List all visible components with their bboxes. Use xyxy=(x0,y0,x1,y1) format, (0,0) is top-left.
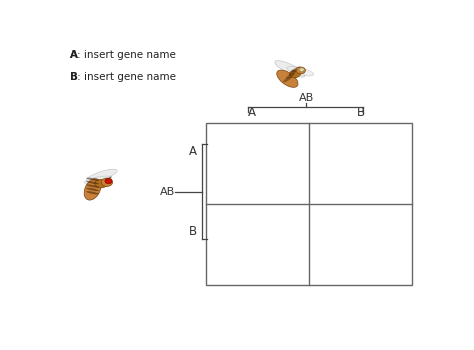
Ellipse shape xyxy=(86,169,117,182)
Text: B: B xyxy=(356,106,365,119)
Ellipse shape xyxy=(86,188,99,191)
Ellipse shape xyxy=(277,70,298,88)
Ellipse shape xyxy=(286,73,295,79)
Ellipse shape xyxy=(84,176,112,184)
Ellipse shape xyxy=(287,66,314,76)
Ellipse shape xyxy=(292,66,301,72)
Ellipse shape xyxy=(86,177,99,181)
Text: B: B xyxy=(70,72,78,82)
Bar xyxy=(206,123,412,285)
Text: A: A xyxy=(70,50,78,60)
Text: AB: AB xyxy=(160,187,175,197)
Ellipse shape xyxy=(283,77,292,82)
Ellipse shape xyxy=(86,184,99,188)
Circle shape xyxy=(105,178,112,184)
Ellipse shape xyxy=(95,180,107,188)
Text: A: insert gene name: A: insert gene name xyxy=(70,50,176,60)
Text: AB: AB xyxy=(299,93,314,103)
Ellipse shape xyxy=(290,70,301,78)
Ellipse shape xyxy=(289,70,298,76)
Ellipse shape xyxy=(86,191,99,195)
Text: B: B xyxy=(189,225,197,238)
Ellipse shape xyxy=(275,61,305,77)
Circle shape xyxy=(296,67,305,74)
Ellipse shape xyxy=(86,181,99,184)
Circle shape xyxy=(300,68,304,71)
Ellipse shape xyxy=(84,179,101,200)
Text: A: A xyxy=(248,106,256,119)
Circle shape xyxy=(101,178,113,187)
Text: A: A xyxy=(189,145,197,158)
Text: B: insert gene name: B: insert gene name xyxy=(70,72,176,82)
